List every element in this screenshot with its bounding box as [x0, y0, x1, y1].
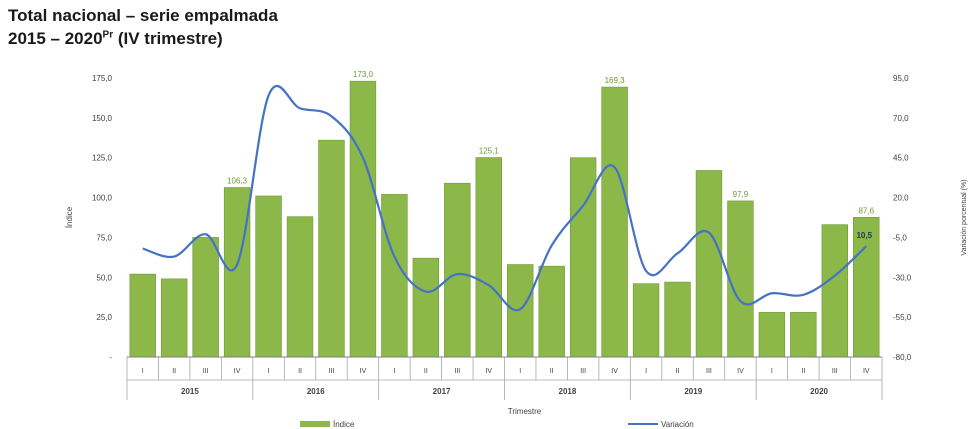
- year-label: 2019: [684, 387, 702, 396]
- y-tick-label: 125,0: [92, 154, 113, 163]
- y-tick-label: 50,0: [96, 273, 112, 282]
- bar: [569, 157, 597, 358]
- bar: [758, 312, 786, 358]
- y2-tick-label: -5,0: [893, 233, 907, 242]
- bar: [412, 257, 440, 358]
- y2-tick-label: 20,0: [893, 194, 909, 203]
- bar: [695, 170, 723, 358]
- quarter-tick-label: II: [801, 368, 805, 375]
- y2-tick-label: -30,0: [893, 273, 912, 282]
- quarter-tick-label: IV: [863, 368, 870, 375]
- y-tick-label: -: [109, 353, 112, 362]
- bar: [129, 273, 156, 358]
- bar: [318, 139, 345, 358]
- legend-bar-label: Índice: [333, 420, 355, 429]
- quarter-tick-label: III: [203, 368, 209, 375]
- y-axis-title: Índice: [65, 206, 74, 228]
- bar: [381, 194, 408, 358]
- y-tick-label: 150,0: [92, 114, 113, 123]
- quarter-tick-label: IV: [737, 368, 744, 375]
- line-data-label: 10,5: [856, 231, 872, 240]
- bar: [538, 265, 565, 358]
- quarter-tick-label: II: [424, 368, 428, 375]
- bar: [632, 283, 660, 358]
- y-tick-label: 25,0: [96, 313, 112, 322]
- variation-line: [142, 85, 868, 312]
- bar-data-label: 173,0: [353, 70, 374, 79]
- year-label: 2016: [307, 387, 325, 396]
- chart-title: Total nacional – serie empalmada: [8, 6, 278, 25]
- x-axis-title: Trimestre: [508, 407, 542, 416]
- bar: [727, 200, 754, 358]
- chart-subtitle: 2015 – 2020Pr (IV trimestre): [8, 29, 223, 49]
- bar: [286, 216, 314, 358]
- quarter-tick-label: III: [329, 368, 335, 375]
- y2-tick-label: -80,0: [893, 353, 912, 362]
- quarter-tick-label: IV: [611, 368, 618, 375]
- quarter-tick-label: I: [393, 368, 395, 375]
- subtitle-superscript: Pr: [102, 29, 114, 41]
- y2-tick-label: 45,0: [893, 154, 909, 163]
- quarter-tick-label: II: [298, 368, 302, 375]
- y2-tick-label: 95,0: [893, 74, 909, 83]
- bar-data-label: 106,3: [227, 177, 248, 186]
- quarter-tick-label: I: [519, 368, 521, 375]
- bar: [192, 237, 219, 358]
- bar: [664, 281, 691, 358]
- bar: [223, 187, 251, 358]
- quarter-tick-label: I: [771, 368, 773, 375]
- subtitle-rest: (IV trimestre): [113, 29, 223, 48]
- y-tick-label: 75,0: [96, 233, 112, 242]
- bar-data-label: 125,1: [479, 147, 500, 156]
- y-tick-label: 175,0: [92, 74, 113, 83]
- bar-data-label: 87,6: [858, 206, 874, 215]
- quarter-tick-label: I: [142, 368, 144, 375]
- quarter-tick-label: III: [706, 368, 712, 375]
- y2-tick-label: -55,0: [893, 313, 912, 322]
- bar-data-label: 97,9: [733, 190, 749, 199]
- legend-bar-swatch: [300, 421, 330, 427]
- quarter-tick-label: I: [268, 368, 270, 375]
- year-label: 2015: [181, 387, 199, 396]
- legend-line-label: Variación: [661, 420, 694, 429]
- bar: [160, 278, 188, 358]
- year-label: 2020: [810, 387, 828, 396]
- y2-tick-label: 70,0: [893, 114, 909, 123]
- year-label: 2017: [433, 387, 451, 396]
- quarter-tick-label: IV: [360, 368, 367, 375]
- bar: [601, 86, 628, 358]
- bar-data-label: 169,3: [605, 76, 626, 85]
- bar: [444, 182, 471, 358]
- bar: [255, 195, 282, 358]
- bar: [853, 217, 880, 358]
- quarter-tick-label: II: [676, 368, 680, 375]
- quarter-tick-label: IV: [485, 368, 492, 375]
- quarter-tick-label: III: [454, 368, 460, 375]
- bar: [475, 157, 502, 358]
- bar: [821, 224, 849, 358]
- bar: [790, 312, 817, 358]
- year-label: 2018: [559, 387, 577, 396]
- quarter-tick-label: II: [172, 368, 176, 375]
- quarter-tick-label: I: [645, 368, 647, 375]
- quarter-tick-label: IV: [234, 368, 241, 375]
- y2-axis-title: Variación porcentual (%): [961, 179, 968, 255]
- bar: [349, 80, 377, 358]
- y-tick-label: 100,0: [92, 194, 113, 203]
- quarter-tick-label: II: [550, 368, 554, 375]
- subtitle-years: 2015 – 2020: [8, 29, 103, 48]
- quarter-tick-label: III: [580, 368, 586, 375]
- bar: [507, 264, 534, 358]
- quarter-tick-label: III: [832, 368, 838, 375]
